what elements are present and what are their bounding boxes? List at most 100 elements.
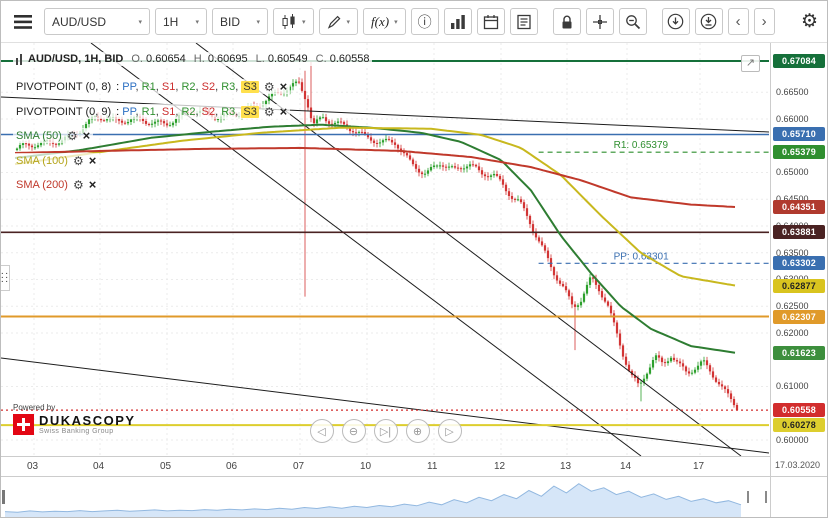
candle-body	[390, 139, 394, 143]
candle-body	[732, 399, 736, 406]
candle-body	[597, 285, 601, 292]
candle-body	[735, 405, 739, 411]
indicator-settings-button[interactable]: ⚙	[66, 128, 78, 143]
playback-skip-end-button[interactable]: ▷|	[373, 419, 398, 443]
indicator-remove-button[interactable]: ×	[279, 79, 288, 94]
indicator-row: PIVOTPOINT (0, 9) : PP, R1, S1, R2, S2, …	[13, 104, 291, 119]
indicator-remove-button[interactable]: ×	[82, 128, 91, 143]
zoom-in-circle-icon: ⊕	[412, 425, 423, 438]
indicator-settings-button[interactable]: ⚙	[263, 104, 275, 119]
bar-chart-icon	[450, 14, 465, 29]
indicator-settings-button[interactable]: ⚙	[72, 177, 84, 192]
indicators-select[interactable]: f(x) ▾	[363, 8, 406, 35]
download-chart-button[interactable]	[661, 8, 690, 35]
candle-body	[522, 202, 526, 209]
candle-body	[444, 166, 448, 168]
side-label: BID	[220, 14, 241, 29]
pivot-param: S2	[201, 80, 216, 93]
lock-button[interactable]	[552, 8, 581, 35]
instrument-select[interactable]: AUD/USD ▾	[44, 8, 150, 35]
navigator-range-handle[interactable]	[765, 491, 767, 503]
scroll-right-button[interactable]: ›	[753, 8, 775, 35]
pivot-param: R3	[221, 80, 236, 93]
crosshair-icon	[592, 14, 607, 29]
settings-button[interactable]: ⚙	[801, 10, 818, 33]
time-tick: 03	[27, 461, 39, 472]
draw-tools-select[interactable]: ▾	[318, 8, 359, 35]
price-chart[interactable]: R1: 0.65379 PP: 0.63301	[1, 43, 769, 456]
candle-body	[27, 143, 31, 146]
period-select[interactable]: 1H ▾	[155, 8, 207, 35]
pivot-param: PP	[122, 80, 136, 93]
candle-body	[24, 143, 28, 145]
news-report-button[interactable]	[509, 8, 538, 35]
navigator-range-handle[interactable]	[747, 491, 749, 503]
candle-body	[561, 283, 565, 287]
candle-body	[387, 138, 391, 140]
playback-play-button[interactable]: ▷	[437, 419, 462, 443]
candle-body	[546, 250, 550, 259]
pivot-param: R3	[221, 105, 236, 118]
volume-chart-button[interactable]	[443, 8, 472, 35]
price-badge: 0.60278	[773, 418, 825, 432]
sma-line	[14, 146, 736, 208]
candle-body	[609, 305, 613, 314]
candle-body	[348, 128, 352, 132]
play-icon: ▷	[445, 425, 454, 438]
price-axis[interactable]: 17.03.2020 0.66500 0.66000 0.65000 0.64500 0…	[770, 43, 827, 476]
candle-body	[216, 119, 220, 120]
candle-body	[366, 134, 370, 138]
calendar-button[interactable]	[476, 8, 505, 35]
indicator-remove-button[interactable]: ×	[88, 153, 97, 168]
navigator-area	[5, 483, 741, 517]
close-value: 0.60558	[329, 53, 370, 65]
chart-type-select[interactable]: ▾	[273, 8, 314, 35]
candle-body	[678, 361, 682, 364]
indicator-remove-button[interactable]: ×	[279, 104, 288, 119]
playback-zoom-in-button[interactable]: ⊕	[405, 419, 430, 443]
info-button[interactable]: ⓘ	[410, 8, 439, 35]
low-label: L.	[255, 53, 265, 65]
navigator-chart[interactable]	[1, 477, 770, 517]
candle-body	[723, 386, 727, 390]
detach-chart-button[interactable]: ↗	[741, 55, 760, 72]
candle-body	[516, 199, 520, 201]
candle-body	[513, 198, 517, 200]
open-label: O.	[131, 53, 143, 65]
side-select[interactable]: BID ▾	[212, 8, 268, 35]
candle-body	[618, 333, 622, 346]
pencil-icon	[327, 15, 340, 29]
drag-handle[interactable]: ·· ·· ··	[1, 265, 10, 291]
navigator-left-handle[interactable]	[2, 490, 5, 504]
indicator-params: : PP, R1, S1, R2, S2, R3, S3	[116, 80, 259, 93]
indicator-settings-button[interactable]: ⚙	[72, 153, 84, 168]
candle-body	[540, 241, 544, 246]
scroll-left-button[interactable]: ‹	[727, 8, 749, 35]
sma-lines[interactable]	[14, 123, 736, 354]
price-badge: 0.65379	[773, 145, 825, 159]
candle-body	[549, 258, 553, 268]
candle-body	[672, 357, 676, 361]
export-chart-icon	[700, 13, 717, 30]
candle-body	[654, 355, 658, 360]
indicator-remove-button[interactable]: ×	[88, 177, 97, 192]
playback-prev-button[interactable]: ◁	[309, 419, 334, 443]
menu-button[interactable]	[10, 8, 36, 35]
indicator-row: SMA (50) ⚙ ×	[13, 128, 94, 143]
price-tick: 0.63500	[776, 248, 809, 258]
candle-body	[636, 378, 640, 384]
candle-body	[87, 119, 91, 124]
candle-body	[576, 305, 580, 307]
time-axis[interactable]: 03 04 05 06 07 10 11 12 13 14 17	[1, 456, 770, 476]
candle-body	[300, 82, 304, 91]
candle-body	[684, 366, 688, 372]
playback-zoom-out-button[interactable]: ⊖	[341, 419, 366, 443]
price-tick: 0.65000	[776, 167, 809, 177]
price-badge: 0.63302	[773, 256, 825, 270]
crosshair-button[interactable]	[585, 8, 614, 35]
export-chart-button[interactable]	[694, 8, 723, 35]
zoom-out-button[interactable]	[618, 8, 647, 35]
arrow-left-icon: ‹	[735, 13, 741, 30]
indicator-settings-button[interactable]: ⚙	[263, 79, 275, 94]
hamburger-icon	[14, 14, 32, 29]
